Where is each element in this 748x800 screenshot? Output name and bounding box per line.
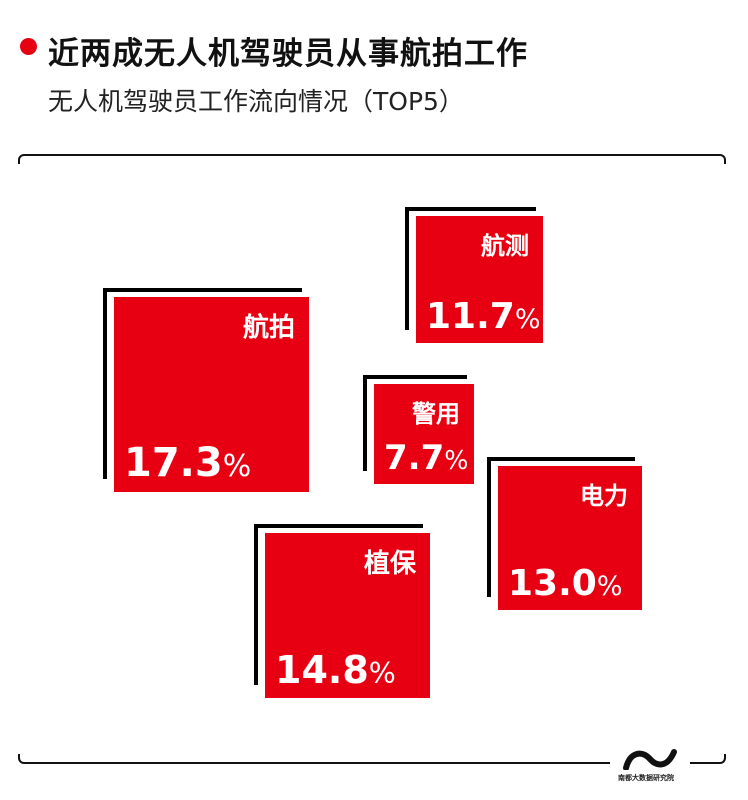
tile-value: 14.8%: [275, 648, 396, 692]
tile-value-unit: %: [596, 571, 623, 602]
tile-value-unit: %: [368, 657, 396, 690]
logo-wave-icon: [623, 749, 677, 770]
title-bullet: [20, 38, 37, 55]
tile-3: 电力 13.0%: [498, 466, 642, 610]
tile-corner: [487, 457, 635, 597]
tile-value-number: 11.7: [426, 296, 515, 337]
tile-value: 7.7%: [384, 438, 468, 478]
tile-value-unit: %: [222, 449, 252, 484]
tile-value: 11.7%: [426, 296, 540, 337]
tile-value: 13.0%: [508, 563, 622, 604]
tile-corner: [363, 375, 467, 471]
tile-2: 警用 7.7%: [374, 384, 474, 484]
tile-corner: [103, 288, 302, 479]
tile-value-number: 13.0: [508, 563, 597, 604]
tile-value: 17.3%: [124, 440, 251, 486]
page-subtitle: 无人机驾驶员工作流向情况（TOP5）: [48, 87, 464, 116]
tile-label: 电力: [580, 482, 628, 510]
tile-value-number: 7.7: [384, 438, 445, 478]
tile-0: 航拍 17.3%: [114, 297, 309, 492]
tile-corner: [254, 524, 423, 685]
tile-value-number: 14.8: [275, 648, 369, 692]
tile-label: 航拍: [242, 313, 295, 343]
tile-value-unit: %: [444, 446, 469, 476]
frame-top: [18, 154, 726, 164]
page-title: 近两成无人机驾驶员从事航拍工作: [48, 36, 528, 72]
tile-label: 警用: [412, 400, 460, 428]
tile-value-number: 17.3: [124, 440, 223, 486]
tile-label: 航测: [481, 232, 529, 260]
tile-1: 航测 11.7%: [416, 216, 543, 343]
logo-text: 南都大数据研究院: [618, 774, 674, 782]
tile-4: 植保 14.8%: [265, 533, 430, 698]
tile-value-unit: %: [514, 304, 541, 335]
tile-corner: [405, 207, 536, 330]
tile-label: 植保: [363, 549, 416, 579]
frame-bottom: [18, 754, 726, 764]
